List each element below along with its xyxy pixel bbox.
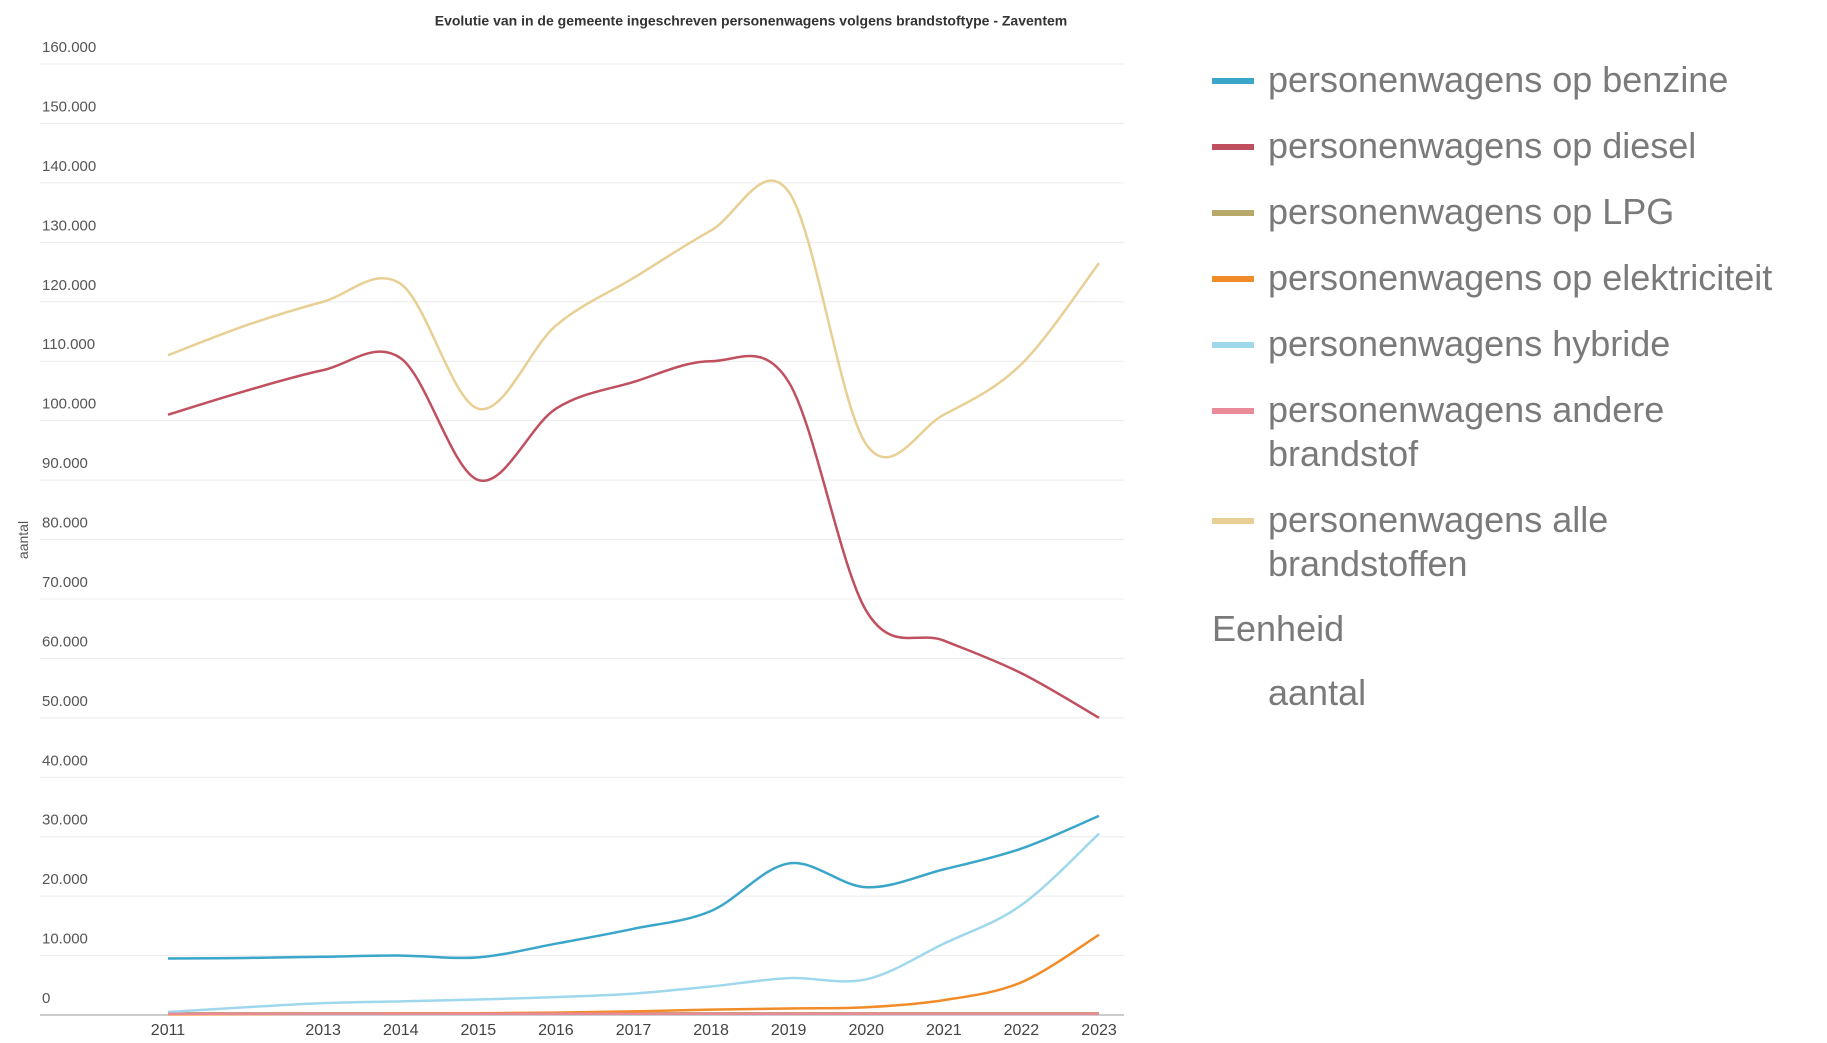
legend: personenwagens op benzine personenwagens … bbox=[1212, 58, 1812, 714]
legend-item: personenwagens op diesel bbox=[1212, 124, 1812, 168]
x-tick-label: 2015 bbox=[461, 1022, 497, 1039]
y-tick-label: 90.000 bbox=[42, 455, 88, 472]
x-tick-label: 2020 bbox=[848, 1022, 884, 1039]
x-tick-label: 2016 bbox=[538, 1022, 574, 1039]
legend-unit: aantal bbox=[1268, 672, 1367, 713]
series-line bbox=[167, 179, 1100, 459]
legend-swatch bbox=[1212, 144, 1254, 150]
x-tick-label: 2021 bbox=[926, 1022, 962, 1039]
legend-item: personenwagens alle brandstoffen bbox=[1212, 498, 1812, 586]
y-tick-label: 120.000 bbox=[42, 277, 96, 294]
legend-item: personenwagens hybride bbox=[1212, 322, 1812, 366]
series-line bbox=[167, 832, 1100, 1014]
legend-item: personenwagens op benzine bbox=[1212, 58, 1812, 102]
y-tick-label: 10.000 bbox=[42, 931, 88, 948]
legend-label: personenwagens op LPG bbox=[1268, 191, 1675, 232]
y-tick-label: 0 bbox=[42, 990, 50, 1007]
legend-item: personenwagens andere brandstof bbox=[1212, 388, 1812, 476]
series-line bbox=[167, 933, 1100, 1016]
y-axis-label: aantal bbox=[15, 521, 31, 559]
series-line bbox=[167, 814, 1100, 960]
y-tick-label: 100.000 bbox=[42, 396, 96, 413]
legend-label: personenwagens op elektriciteit bbox=[1268, 257, 1773, 298]
legend-label: personenwagens hybride bbox=[1268, 323, 1671, 364]
series-line bbox=[167, 350, 1100, 719]
y-tick-label: 20.000 bbox=[42, 871, 88, 888]
x-tick-label: 2011 bbox=[151, 1022, 186, 1039]
y-tick-label: 140.000 bbox=[42, 158, 96, 175]
y-tick-label: 150.000 bbox=[42, 98, 96, 115]
y-tick-label: 160.000 bbox=[42, 39, 96, 56]
x-tick-label: 2018 bbox=[693, 1022, 729, 1039]
legend-swatch bbox=[1212, 342, 1254, 348]
x-tick-label: 2014 bbox=[383, 1022, 419, 1039]
y-tick-label: 130.000 bbox=[42, 217, 96, 234]
legend-item: personenwagens op elektriciteit bbox=[1212, 256, 1812, 300]
legend-label: personenwagens andere brandstof bbox=[1268, 389, 1665, 474]
x-tick-label: 2017 bbox=[616, 1022, 652, 1039]
legend-title: Eenheid bbox=[1212, 608, 1345, 649]
x-tick-label: 2013 bbox=[305, 1022, 341, 1039]
legend-swatch bbox=[1212, 78, 1254, 84]
legend-item: personenwagens op LPG bbox=[1212, 190, 1812, 234]
y-tick-label: 60.000 bbox=[42, 633, 88, 650]
y-tick-label: 40.000 bbox=[42, 752, 88, 769]
y-tick-label: 80.000 bbox=[42, 515, 88, 532]
legend-swatch bbox=[1212, 408, 1254, 414]
legend-swatch bbox=[1212, 276, 1254, 282]
legend-label: personenwagens op benzine bbox=[1268, 59, 1729, 100]
y-tick-label: 110.000 bbox=[42, 336, 95, 353]
y-tick-label: 70.000 bbox=[42, 574, 88, 591]
legend-swatch bbox=[1212, 518, 1254, 524]
x-tick-label: 2019 bbox=[771, 1022, 807, 1039]
x-tick-label: 2022 bbox=[1004, 1022, 1040, 1039]
y-tick-label: 30.000 bbox=[42, 812, 88, 829]
x-tick-label: 2023 bbox=[1081, 1022, 1117, 1039]
chart-title: Evolutie van in de gemeente ingeschreven… bbox=[435, 13, 1068, 29]
y-tick-label: 50.000 bbox=[42, 693, 88, 710]
legend-label: personenwagens op diesel bbox=[1268, 125, 1697, 166]
legend-label: personenwagens alle brandstoffen bbox=[1268, 499, 1609, 584]
legend-swatch bbox=[1212, 210, 1254, 216]
